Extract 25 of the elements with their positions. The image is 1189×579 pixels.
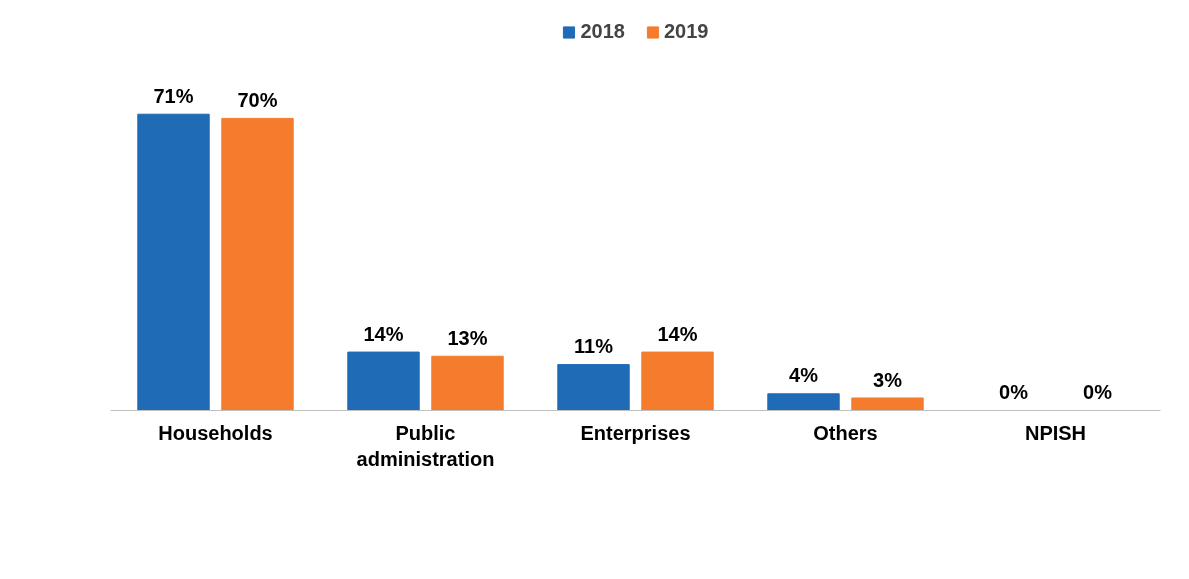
data-label: 0% (1083, 381, 1113, 404)
bar (347, 351, 420, 411)
bar (641, 351, 714, 411)
x-tick-label: Enterprises (580, 421, 691, 444)
data-label: 3% (873, 368, 903, 391)
x-tick-label: NPISH (1024, 421, 1087, 444)
x-tick-label: Households (158, 421, 273, 444)
x-tick-label: Public administration (356, 421, 495, 470)
data-label: 13% (447, 326, 488, 349)
data-label: 0% (999, 381, 1029, 404)
data-label: 4% (789, 364, 819, 387)
bar (221, 117, 294, 411)
bar (851, 397, 924, 411)
data-label: 14% (657, 322, 698, 345)
data-label: 71% (153, 84, 194, 107)
legend-label: 2018 (580, 20, 625, 43)
bar (767, 393, 840, 411)
bar (137, 113, 210, 411)
x-tick-label: Others (813, 421, 878, 444)
data-label: 11% (574, 335, 614, 358)
bar (557, 364, 630, 411)
legend-label: 2019 (664, 20, 709, 43)
data-label: 14% (363, 322, 404, 345)
bar (431, 355, 504, 411)
data-label: 70% (237, 88, 278, 111)
